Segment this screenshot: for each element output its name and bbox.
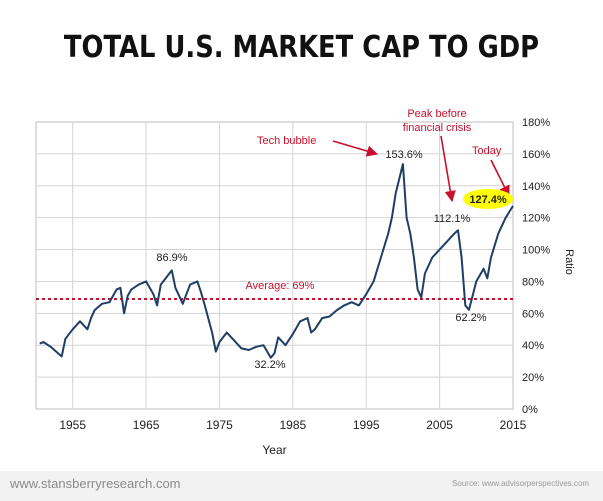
y-tick-label: 120% [522, 213, 550, 225]
tech-bubble-label: Tech bubble [257, 135, 316, 147]
y-tick-label: 100% [522, 245, 550, 257]
today-value: 127.4% [469, 194, 507, 206]
series-line [39, 163, 514, 359]
x-tick-label: 1975 [206, 418, 233, 432]
x-axis-title: Year [262, 443, 286, 457]
peak-1968-value: 86.9% [156, 252, 187, 264]
x-tick-label: 2015 [500, 418, 527, 432]
today-arrow [490, 159, 510, 198]
y-tick-label: 20% [522, 372, 544, 384]
y-tick-label: 140% [522, 181, 550, 193]
low-1982-value: 32.2% [254, 359, 285, 371]
y-tick-label: 80% [522, 276, 544, 288]
footer-source: Source: www.advisorperspectives.com [452, 479, 589, 488]
y-axis-title: Ratio [563, 249, 575, 275]
peak-arrow [440, 135, 456, 203]
plot-frame [35, 121, 514, 410]
page-title: TOTAL U.S. MARKET CAP TO GDP [63, 30, 540, 65]
tech-bubble-value: 153.6% [385, 149, 423, 161]
footer-website: www.stansberryresearch.com [10, 476, 181, 491]
y-tick-label: 60% [522, 308, 544, 320]
today-label: Today [472, 145, 502, 157]
x-tick-label: 1955 [59, 418, 86, 432]
y-tick-label: 180% [522, 117, 550, 129]
footer-bar: www.stansberryresearch.com Source: www.a… [0, 471, 603, 501]
y-tick-label: 160% [522, 149, 550, 161]
today-highlight [463, 189, 513, 209]
y-tick-label: 0% [522, 404, 538, 416]
x-tick-label: 2005 [426, 418, 453, 432]
low-2009-value: 62.2% [455, 312, 486, 324]
x-tick-label: 1985 [279, 418, 306, 432]
y-tick-label: 40% [522, 340, 544, 352]
peak-label-line1: Peak before [407, 108, 466, 120]
x-tick-label: 1995 [353, 418, 380, 432]
peak-value: 112.1% [434, 213, 471, 225]
peak-label-line2: financial crisis [403, 122, 472, 134]
tech-bubble-arrow [332, 140, 379, 157]
average-label: Average: 69% [246, 280, 315, 292]
x-tick-label: 1965 [133, 418, 160, 432]
